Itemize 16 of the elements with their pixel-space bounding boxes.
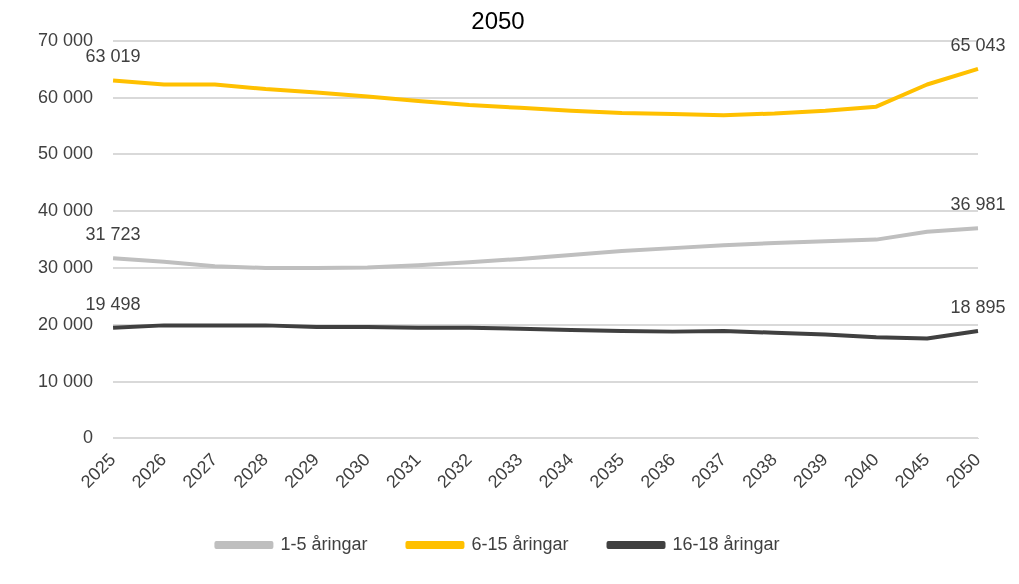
y-tick-label: 0 bbox=[83, 427, 94, 448]
y-tick-label: 50 000 bbox=[37, 143, 94, 164]
data-label: 19 498 bbox=[85, 293, 141, 314]
data-label: 36 981 bbox=[950, 194, 1006, 215]
legend-label: 6-15 åringar bbox=[471, 533, 569, 554]
legend-label: 1-5 åringar bbox=[280, 533, 368, 554]
data-label: 18 895 bbox=[950, 297, 1006, 318]
legend-label: 16-18 åringar bbox=[672, 533, 780, 554]
chart-title: 2050 bbox=[471, 7, 525, 35]
y-tick-label: 60 000 bbox=[37, 86, 94, 107]
y-tick-label: 10 000 bbox=[37, 370, 94, 391]
data-label: 31 723 bbox=[85, 224, 141, 245]
data-label: 65 043 bbox=[950, 34, 1006, 55]
y-tick-label: 20 000 bbox=[37, 313, 94, 334]
y-tick-label: 30 000 bbox=[37, 256, 94, 277]
y-tick-label: 40 000 bbox=[37, 200, 94, 221]
